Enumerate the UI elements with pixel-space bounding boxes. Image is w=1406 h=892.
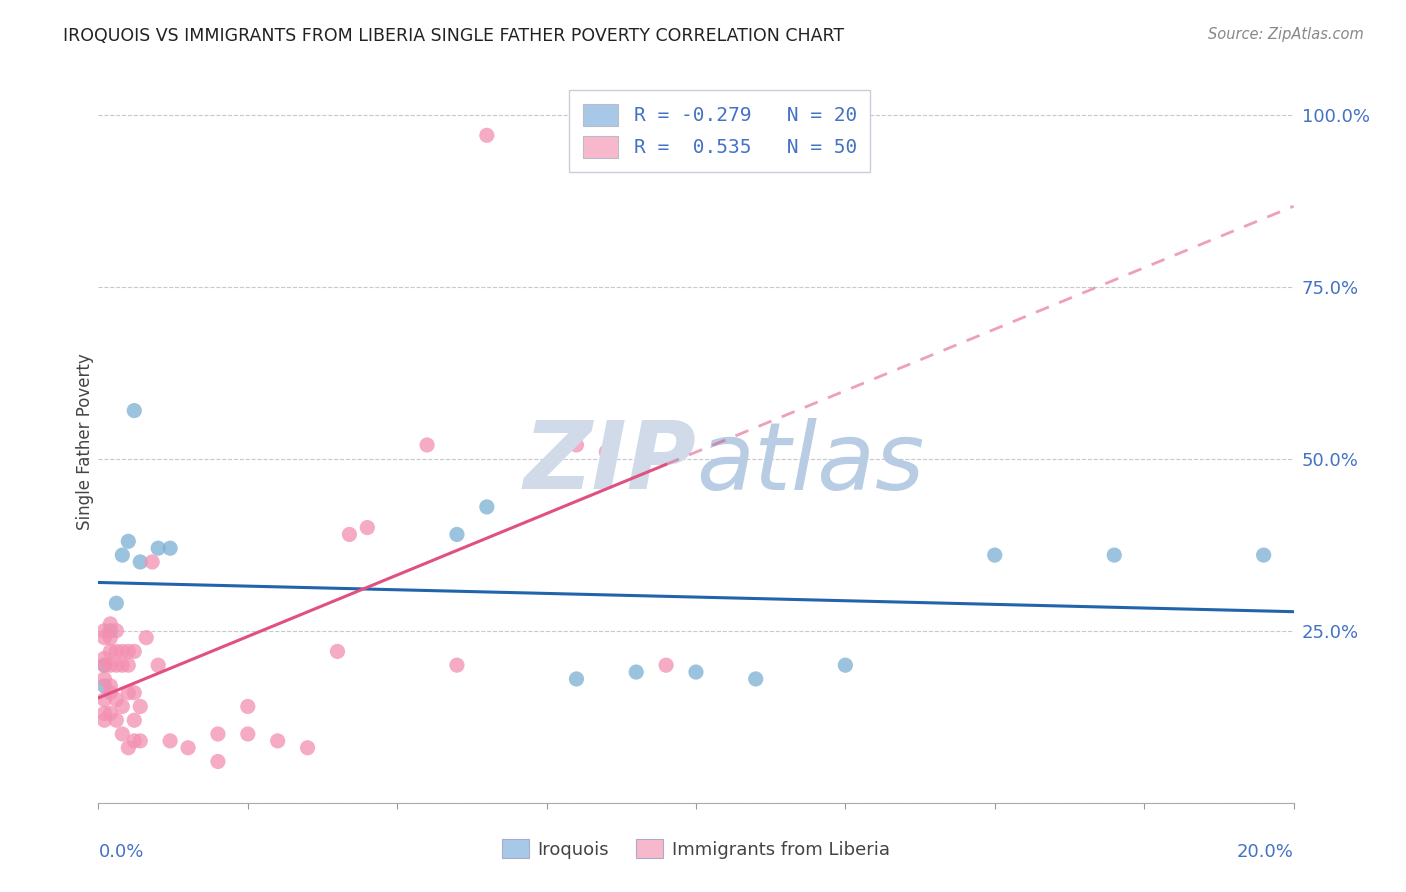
Point bbox=[93, 713, 115, 727]
Point bbox=[111, 548, 134, 562]
Point bbox=[475, 128, 498, 143]
Point bbox=[124, 403, 146, 417]
Point bbox=[207, 727, 229, 741]
Point bbox=[595, 445, 617, 459]
Point bbox=[159, 541, 181, 556]
Point bbox=[129, 555, 152, 569]
Point bbox=[98, 624, 122, 638]
Point bbox=[1253, 548, 1275, 562]
Point bbox=[117, 740, 139, 755]
Point bbox=[98, 658, 122, 673]
Point bbox=[111, 658, 134, 673]
Point bbox=[93, 672, 115, 686]
Point bbox=[93, 692, 115, 706]
Point bbox=[105, 644, 128, 658]
Point bbox=[446, 658, 468, 673]
Point bbox=[111, 699, 134, 714]
Point bbox=[117, 644, 139, 658]
Text: IROQUOIS VS IMMIGRANTS FROM LIBERIA SINGLE FATHER POVERTY CORRELATION CHART: IROQUOIS VS IMMIGRANTS FROM LIBERIA SING… bbox=[63, 27, 845, 45]
Point bbox=[98, 616, 122, 631]
Point bbox=[117, 534, 139, 549]
Point bbox=[93, 658, 115, 673]
Point bbox=[93, 706, 115, 721]
Point bbox=[98, 631, 122, 645]
Point bbox=[129, 734, 152, 748]
Point bbox=[207, 755, 229, 769]
Point bbox=[129, 699, 152, 714]
Point bbox=[565, 438, 588, 452]
Point bbox=[105, 596, 128, 610]
Point bbox=[98, 679, 122, 693]
Point bbox=[93, 651, 115, 665]
Point bbox=[111, 727, 134, 741]
Point bbox=[111, 644, 134, 658]
Point bbox=[446, 527, 468, 541]
Point bbox=[141, 555, 163, 569]
Point bbox=[984, 548, 1007, 562]
Point bbox=[93, 624, 115, 638]
Point bbox=[124, 686, 146, 700]
Point bbox=[655, 658, 678, 673]
Point bbox=[267, 734, 290, 748]
Point bbox=[93, 679, 115, 693]
Point bbox=[93, 658, 115, 673]
Point bbox=[297, 740, 319, 755]
Point bbox=[148, 541, 170, 556]
Point bbox=[834, 658, 856, 673]
Point bbox=[98, 706, 122, 721]
Point bbox=[105, 658, 128, 673]
Point bbox=[685, 665, 707, 679]
Point bbox=[117, 658, 139, 673]
Point bbox=[105, 624, 128, 638]
Point bbox=[135, 631, 157, 645]
Point bbox=[105, 692, 128, 706]
Point bbox=[124, 713, 146, 727]
Point bbox=[326, 644, 349, 658]
Point bbox=[93, 631, 115, 645]
Point bbox=[626, 665, 648, 679]
Point bbox=[416, 438, 439, 452]
Text: 0.0%: 0.0% bbox=[98, 843, 143, 861]
Text: ZIP: ZIP bbox=[523, 417, 696, 509]
Y-axis label: Single Father Poverty: Single Father Poverty bbox=[76, 353, 94, 530]
Point bbox=[745, 672, 768, 686]
Text: atlas: atlas bbox=[696, 417, 924, 508]
Point bbox=[177, 740, 200, 755]
Point bbox=[339, 527, 361, 541]
Text: Source: ZipAtlas.com: Source: ZipAtlas.com bbox=[1208, 27, 1364, 42]
Point bbox=[105, 713, 128, 727]
Point bbox=[565, 672, 588, 686]
Point bbox=[236, 699, 259, 714]
Legend: Iroquois, Immigrants from Liberia: Iroquois, Immigrants from Liberia bbox=[495, 832, 897, 866]
Point bbox=[148, 658, 170, 673]
Point bbox=[98, 644, 122, 658]
Point bbox=[98, 686, 122, 700]
Point bbox=[124, 644, 146, 658]
Point bbox=[124, 734, 146, 748]
Point bbox=[1104, 548, 1126, 562]
Point bbox=[475, 500, 498, 514]
Point bbox=[356, 520, 378, 534]
Point bbox=[117, 686, 139, 700]
Point bbox=[236, 727, 259, 741]
Point bbox=[159, 734, 181, 748]
Text: 20.0%: 20.0% bbox=[1237, 843, 1294, 861]
